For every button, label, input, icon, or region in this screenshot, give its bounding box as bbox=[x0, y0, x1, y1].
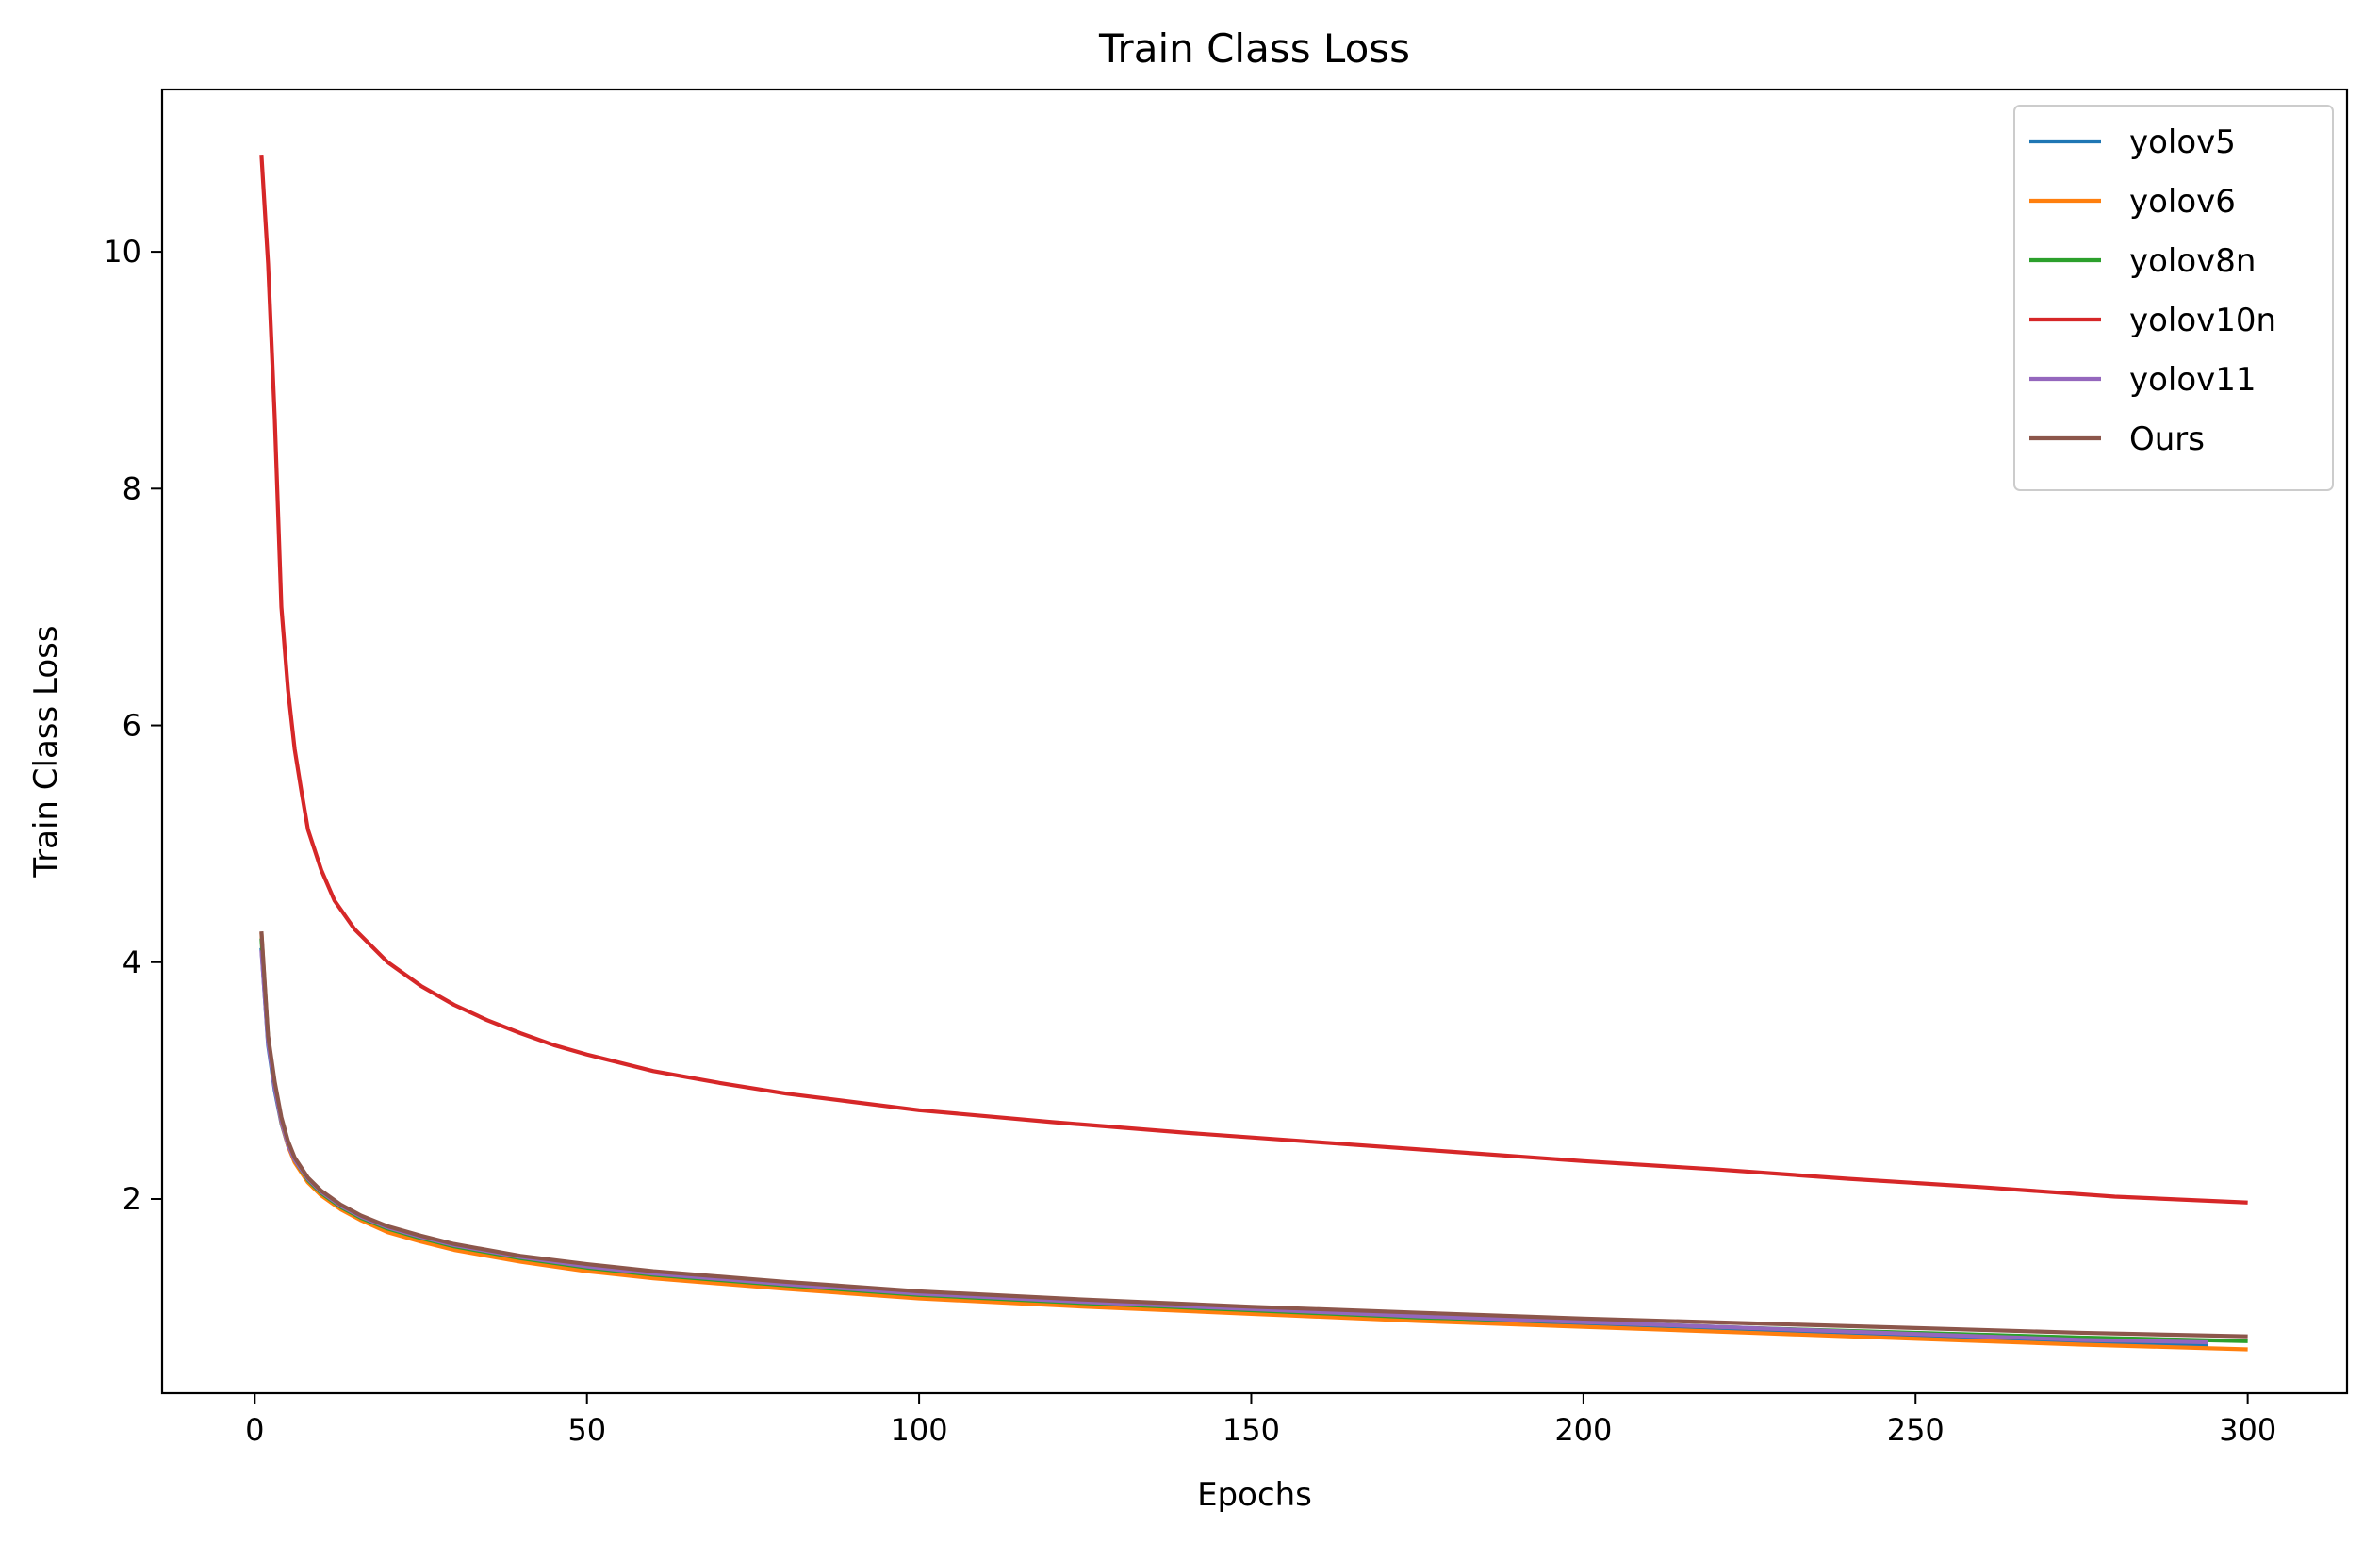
y-tick-label: 8 bbox=[123, 470, 141, 506]
legend-label-yolov8n: yolov8n bbox=[2129, 242, 2256, 280]
x-tick-label: 100 bbox=[891, 1412, 948, 1448]
x-tick-label: 150 bbox=[1223, 1412, 1280, 1448]
y-tick-label: 6 bbox=[123, 708, 141, 744]
chart-title: Train Class Loss bbox=[1098, 25, 1410, 72]
series-line-yolov10n bbox=[259, 154, 2248, 1205]
series-layer bbox=[259, 154, 2248, 1352]
x-axis-title: Epochs bbox=[1197, 1476, 1312, 1514]
legend-label-yolov6: yolov6 bbox=[2129, 183, 2236, 221]
y-tick-label: 4 bbox=[123, 944, 141, 980]
legend: yolov5 yolov6 yolov8n yolov10n yolov11 Ours bbox=[2013, 105, 2334, 491]
legend-label-yolov11: yolov11 bbox=[2129, 361, 2257, 399]
x-tick-label: 250 bbox=[1887, 1412, 1945, 1448]
legend-label-yolov5: yolov5 bbox=[2129, 123, 2236, 161]
y-axis-title: Train Class Loss bbox=[27, 625, 65, 878]
y-tick-label: 10 bbox=[103, 234, 141, 270]
legend-label-ours: Ours bbox=[2129, 420, 2205, 458]
x-tick-label: 0 bbox=[245, 1412, 264, 1448]
x-tick-label: 300 bbox=[2219, 1412, 2276, 1448]
x-tick-label: 50 bbox=[567, 1412, 606, 1448]
x-tick-label: 200 bbox=[1554, 1412, 1612, 1448]
legend-label-yolov10n: yolov10n bbox=[2129, 302, 2276, 339]
axes-layer: 0 50 100 150 200 250 300 2 4 6 8 10 bbox=[103, 88, 2349, 1448]
y-tick-label: 2 bbox=[123, 1181, 141, 1217]
series-line-ours bbox=[259, 930, 2248, 1339]
plot-frame bbox=[160, 88, 2349, 1395]
